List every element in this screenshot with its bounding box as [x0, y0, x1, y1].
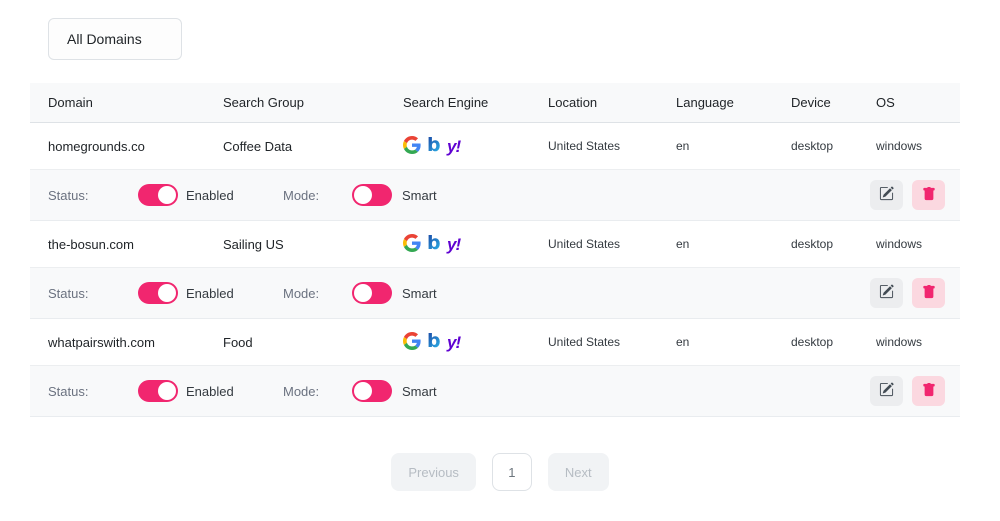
table-row: the-bosun.com Sailing US b y! United Sta… — [30, 221, 960, 267]
search-engines-cell: b y! — [385, 232, 530, 256]
language: en — [676, 139, 690, 153]
mode-value: Smart — [402, 383, 437, 399]
delete-button[interactable] — [912, 376, 945, 406]
status-value: Enabled — [186, 187, 234, 203]
row-actions — [870, 180, 945, 210]
edit-pencil-icon — [879, 186, 894, 204]
yahoo-icon: y! — [447, 136, 461, 156]
device: desktop — [791, 139, 834, 153]
column-header-search-group: Search Group — [223, 95, 304, 110]
mode-label: Mode: — [283, 285, 320, 301]
table-row: homegrounds.co Coffee Data b y! United S… — [30, 123, 960, 169]
status-toggle[interactable] — [138, 380, 178, 402]
os: windows — [876, 139, 923, 153]
column-header-device: Device — [791, 95, 831, 110]
svg-text:b: b — [427, 135, 441, 155]
row-actions — [870, 278, 945, 308]
domain-name: homegrounds.co — [48, 138, 145, 154]
mode-value: Smart — [402, 187, 437, 203]
location: United States — [548, 139, 621, 153]
yahoo-icon: y! — [447, 332, 461, 352]
table-header-row: Domain Search Group Search Engine Locati… — [30, 83, 960, 123]
previous-button[interactable]: Previous — [391, 453, 476, 491]
edit-pencil-icon — [879, 284, 894, 302]
bing-icon: b — [427, 330, 441, 354]
device: desktop — [791, 335, 834, 349]
toggle-knob — [354, 382, 372, 400]
next-button[interactable]: Next — [547, 453, 609, 491]
yahoo-icon: y! — [447, 234, 461, 254]
edit-button[interactable] — [870, 376, 903, 406]
toggle-knob — [158, 186, 176, 204]
status-value: Enabled — [186, 285, 234, 301]
status-row: Status: Enabled Mode: Smart — [30, 365, 960, 417]
toggle-knob — [354, 284, 372, 302]
os: windows — [876, 335, 923, 349]
status-toggle[interactable] — [138, 282, 178, 304]
column-header-location: Location — [548, 95, 598, 110]
status-toggle[interactable] — [138, 184, 178, 206]
language: en — [676, 237, 690, 251]
search-group: Coffee Data — [223, 138, 293, 154]
status-label: Status: — [48, 187, 89, 203]
device: desktop — [791, 237, 834, 251]
toggle-knob — [354, 186, 372, 204]
status-label: Status: — [48, 285, 89, 301]
mode-label: Mode: — [283, 383, 320, 399]
table-row: whatpairswith.com Food b y! United State… — [30, 319, 960, 365]
mode-toggle[interactable] — [352, 380, 392, 402]
status-value: Enabled — [186, 383, 234, 399]
mode-value: Smart — [402, 285, 437, 301]
column-header-language: Language — [676, 95, 734, 110]
google-icon — [403, 331, 421, 353]
all-domains-dropdown[interactable]: All Domains — [48, 18, 182, 60]
status-label: Status: — [48, 383, 89, 399]
svg-text:b: b — [427, 331, 441, 351]
location: United States — [548, 237, 621, 251]
column-header-search-engine: Search Engine — [403, 95, 489, 110]
svg-text:b: b — [427, 233, 441, 253]
delete-button[interactable] — [912, 180, 945, 210]
domain-name: the-bosun.com — [48, 236, 134, 252]
edit-button[interactable] — [870, 278, 903, 308]
edit-pencil-icon — [879, 382, 894, 400]
mode-toggle[interactable] — [352, 282, 392, 304]
bing-icon: b — [427, 134, 441, 158]
page-1-button[interactable]: 1 — [491, 453, 532, 491]
trash-icon — [922, 382, 936, 400]
status-row: Status: Enabled Mode: Smart — [30, 267, 960, 319]
mode-toggle[interactable] — [352, 184, 392, 206]
bing-icon: b — [427, 232, 441, 256]
domains-table: Domain Search Group Search Engine Locati… — [30, 83, 960, 417]
status-row: Status: Enabled Mode: Smart — [30, 169, 960, 221]
toggle-knob — [158, 382, 176, 400]
os: windows — [876, 237, 923, 251]
toggle-knob — [158, 284, 176, 302]
pagination: Previous 1 Next — [0, 453, 1000, 491]
search-engines-cell: b y! — [385, 330, 530, 354]
search-group: Food — [223, 334, 253, 350]
domain-name: whatpairswith.com — [48, 334, 155, 350]
column-header-os: OS — [876, 95, 895, 110]
google-icon — [403, 233, 421, 255]
row-actions — [870, 376, 945, 406]
column-header-domain: Domain — [48, 95, 93, 110]
delete-button[interactable] — [912, 278, 945, 308]
google-icon — [403, 135, 421, 157]
edit-button[interactable] — [870, 180, 903, 210]
search-group: Sailing US — [223, 236, 284, 252]
search-engines-cell: b y! — [385, 134, 530, 158]
mode-label: Mode: — [283, 187, 320, 203]
language: en — [676, 335, 690, 349]
trash-icon — [922, 186, 936, 204]
trash-icon — [922, 284, 936, 302]
location: United States — [548, 335, 621, 349]
